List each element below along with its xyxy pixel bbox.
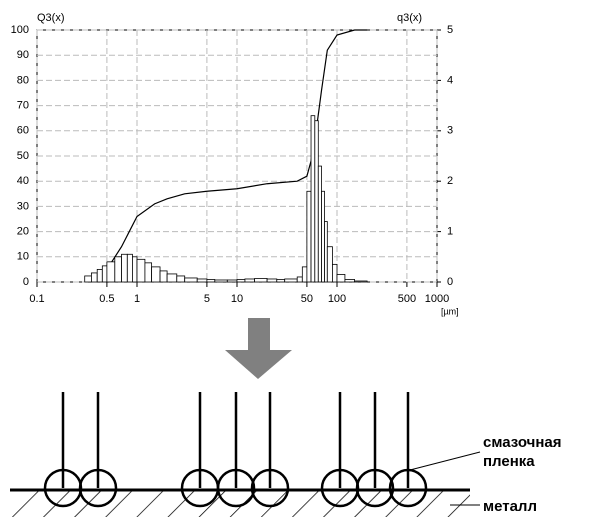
x-tick-label: 5 (204, 293, 210, 305)
y-tick-label: 100 (11, 24, 29, 36)
molecule-head (216, 468, 256, 508)
histogram-bar (317, 165, 322, 283)
histogram-bar (326, 246, 333, 283)
y-tick-label: 0 (23, 276, 29, 288)
histogram-bar (296, 276, 303, 283)
histogram-bar (266, 278, 278, 283)
histogram-bar (84, 275, 92, 283)
arrow (225, 318, 292, 379)
histogram-bar (284, 278, 298, 283)
y2-tick-label: 1 (447, 226, 453, 238)
y-tick-label: 40 (17, 175, 29, 187)
histogram-bar (121, 253, 128, 283)
y-tick-label: 20 (17, 226, 29, 238)
histogram-bar (332, 263, 338, 283)
y2-tick-label: 4 (447, 74, 453, 86)
histogram-bar (166, 273, 178, 283)
histogram-bar (136, 258, 146, 283)
molecule-head (355, 468, 395, 508)
histogram-bar (144, 262, 153, 283)
histogram-bar (206, 279, 216, 283)
molecule-head (388, 468, 428, 508)
histogram-bar (91, 272, 98, 283)
y-tick-label: 30 (17, 200, 29, 212)
y2-tick-label: 3 (447, 125, 453, 137)
x-tick-label: 1000 (425, 293, 449, 305)
y2-tick-label: 2 (447, 175, 453, 187)
x-tick-label: 50 (301, 293, 313, 305)
film-label: смазочная (483, 434, 562, 451)
histogram-bar (324, 221, 328, 283)
x-tick-label: 100 (328, 293, 346, 305)
histogram-bar (306, 190, 312, 283)
y-title: Q3(x) (37, 12, 65, 24)
diagram (10, 392, 481, 517)
x-tick-label: 10 (231, 293, 243, 305)
histogram-bar (321, 190, 325, 283)
histogram-bar (336, 274, 346, 283)
y-tick-label: 90 (17, 49, 29, 61)
histogram-bar (176, 275, 186, 283)
histogram-bar (96, 268, 103, 283)
histogram-bar (184, 277, 198, 283)
y-tick-label: 70 (17, 100, 29, 112)
y-tick-label: 60 (17, 125, 29, 137)
molecule-head (78, 468, 118, 508)
histogram-bar (310, 115, 316, 283)
metal-label: металл (483, 498, 537, 515)
histogram-bar (106, 261, 116, 283)
histogram-bar (114, 256, 122, 283)
histogram-bar (314, 120, 319, 283)
histogram-bar (344, 279, 356, 283)
y-tick-label: 50 (17, 150, 29, 162)
histogram-bar (159, 270, 168, 283)
histogram-bar (254, 278, 268, 283)
molecule-head (250, 468, 290, 508)
x-tick-label: 500 (398, 293, 416, 305)
histogram-bar (301, 266, 308, 283)
y-tick-label: 10 (17, 251, 29, 263)
x-tick-label: 0.1 (29, 293, 44, 305)
histogram-bar (226, 279, 238, 283)
y-tick-label: 80 (17, 74, 29, 86)
histogram-bar (196, 278, 208, 283)
y2-title: q3(x) (397, 12, 422, 24)
histogram-bar (132, 256, 138, 283)
x-tick-label: 0.5 (99, 293, 114, 305)
histogram-bar (151, 266, 161, 283)
histogram-bar (236, 279, 246, 283)
y2-tick-label: 0 (447, 276, 453, 288)
histogram-bar (244, 278, 256, 283)
histogram-bar (354, 280, 368, 283)
histogram-bar (214, 279, 228, 283)
y2-tick-label: 5 (447, 24, 453, 36)
x-tick-label: 1 (134, 293, 140, 305)
cumulative-curve (91, 29, 368, 283)
x-unit: [µm] (441, 306, 459, 316)
histogram-bar (101, 265, 108, 283)
histogram-bar (276, 279, 286, 283)
histogram-bar (126, 253, 133, 283)
film-label: пленка (483, 453, 535, 470)
